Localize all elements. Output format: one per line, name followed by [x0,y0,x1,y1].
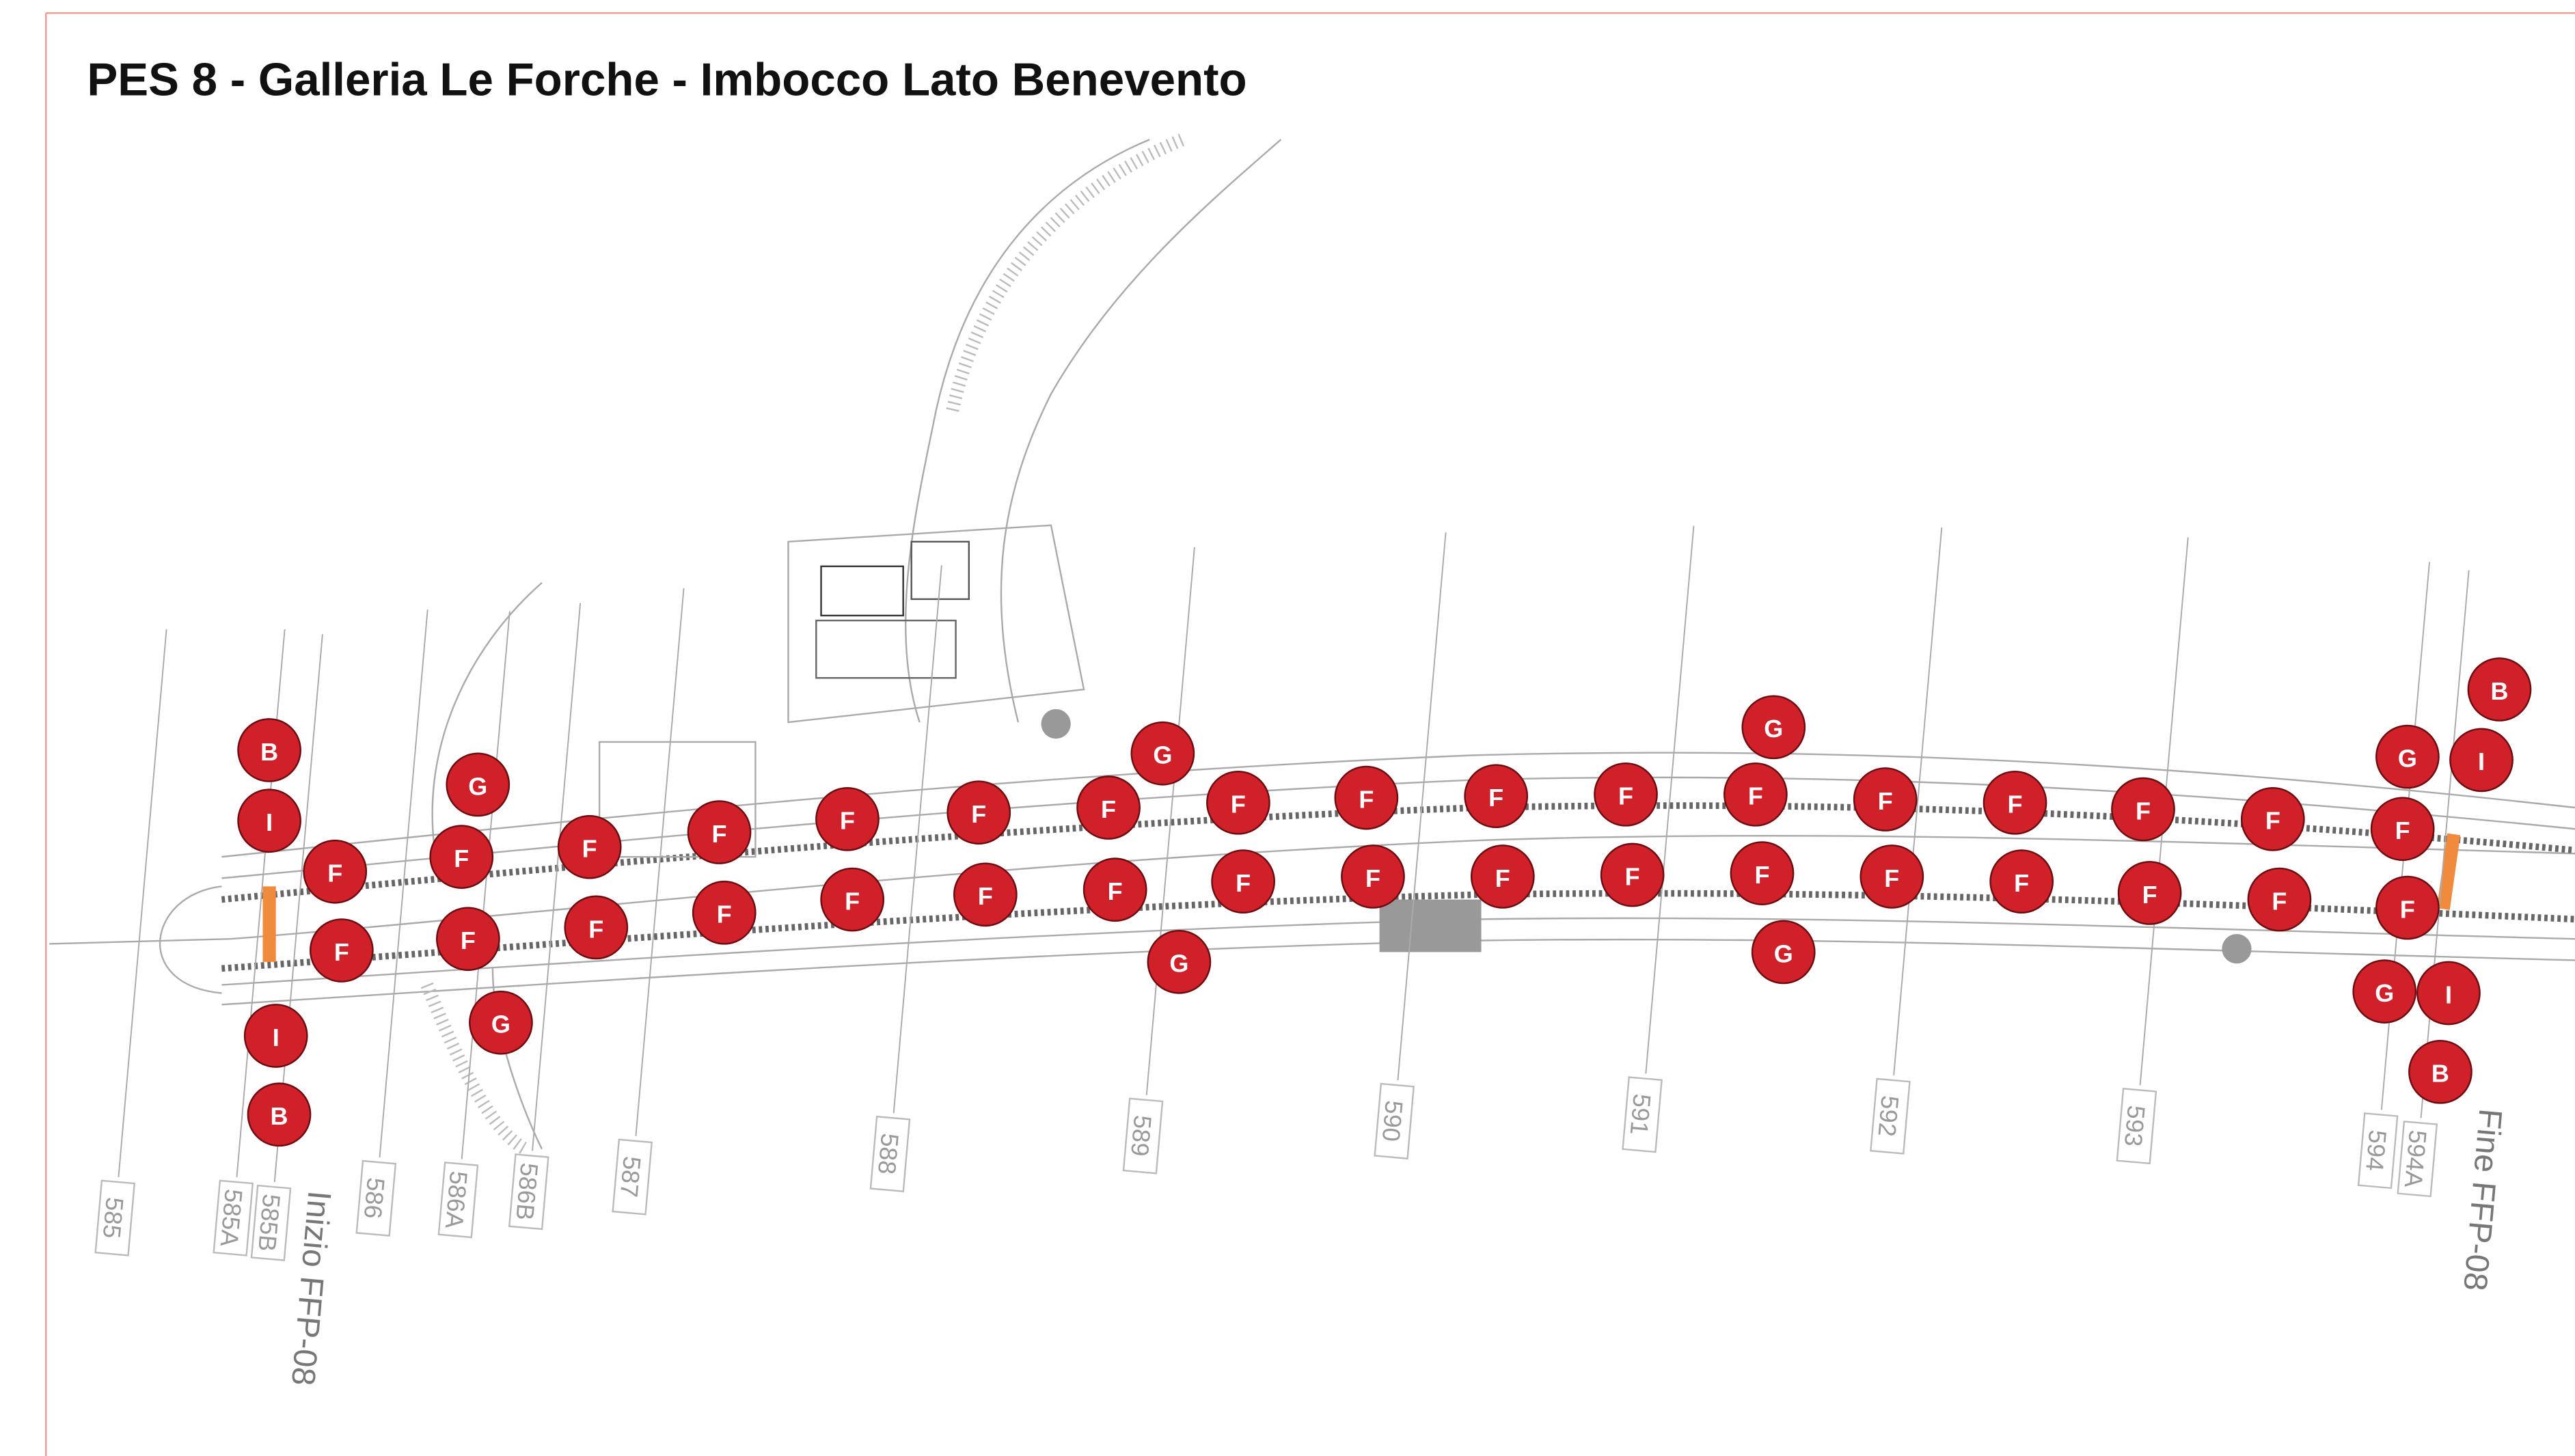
section-label: 585B [253,1193,286,1252]
marker-label: F [2142,881,2157,909]
marker-label: F [2014,869,2029,897]
tunnel-limit [262,886,275,962]
marker-label: F [327,860,342,888]
marker-label: F [1236,869,1251,897]
marker-label: F [2395,816,2410,844]
marker-label: F [334,938,349,966]
marker-label: I [266,808,273,836]
section: 591 [1623,525,1711,1152]
section-label: 589 [1126,1114,1157,1157]
marker-label: F [1108,877,1123,905]
section-label: 586 [359,1177,390,1220]
marker-label: B [271,1102,288,1130]
equipment [1041,709,1071,739]
marker-label: F [1231,791,1246,819]
end-label: Fine FFP-08 [2456,1108,2508,1293]
section-label: 585A [215,1188,248,1248]
marker-label: F [1884,864,1899,892]
section-label: 593 [2119,1104,2151,1147]
section-line [532,603,580,1151]
drawing: PES 8 - Galleria Le Forche - Imbocco Lat… [0,0,2575,1456]
section-line [894,565,942,1113]
marker-label: G [2375,979,2394,1007]
access-road [1001,139,1281,722]
section: 588 [871,564,958,1191]
marker-label: G [1764,715,1783,743]
section-label: 585 [98,1196,129,1239]
section-label: 588 [873,1132,904,1175]
marker-label: F [1878,787,1893,815]
access-road [905,139,1149,722]
road-plan [49,139,2575,1149]
marker-label: F [2265,807,2280,835]
section: 587 [613,587,700,1214]
section-label: 594A [2399,1129,2432,1188]
section-label: 591 [1625,1093,1657,1136]
section: 592 [1870,526,1958,1153]
marker-label: G [1153,741,1172,769]
marker-label: F [840,807,855,835]
marker-label: F [1101,795,1116,823]
marker-label: G [2398,744,2417,772]
section-label: 592 [1872,1095,1904,1138]
marker-label: G [1774,939,1793,967]
equipment [2222,934,2251,963]
building [821,566,903,616]
marker-label: F [1625,862,1640,890]
marker-label: F [2272,887,2287,915]
marker-label: G [491,1011,510,1039]
marker-label: F [1488,784,1503,812]
marker-label: F [1618,782,1633,810]
marker-label: F [1748,782,1763,810]
marker-label: I [2478,747,2485,775]
marker-label: B [260,738,278,766]
marker-label: F [2136,797,2151,825]
marker-label: G [1169,950,1188,978]
marker-label: F [2400,895,2415,923]
section-label: 586B [510,1162,543,1221]
section: 593 [2117,536,2205,1163]
marker-label: F [454,844,469,873]
marker-label: F [712,820,727,848]
marker-label: F [1754,861,1769,889]
section-line [1398,532,1445,1080]
marker-label: F [1365,864,1380,892]
equipment [1380,900,1482,952]
marker-label: F [461,926,476,954]
marker-label: I [273,1024,280,1052]
marker-label: I [2445,980,2452,1008]
marker-label: F [845,887,860,915]
section-label: 587 [615,1155,646,1198]
marker-label: B [2431,1060,2449,1088]
section-label: 586A [440,1170,473,1229]
marker-label: F [582,835,597,863]
slope-hatch [953,139,1182,410]
marker-label: F [1495,864,1510,892]
marker-label: F [1359,786,1374,814]
marker-label: F [588,915,603,943]
marker-label: F [978,882,993,910]
section-label: 590 [1377,1099,1408,1142]
marker-label: B [2490,677,2508,705]
marker-label: G [468,772,487,800]
start-label: Inizio FFP-08 [284,1190,338,1387]
section-line [118,629,166,1177]
building [912,542,969,599]
marker-label: F [717,901,732,929]
marker-label: F [971,800,986,828]
section-label: 594 [2360,1129,2392,1172]
title: PES 8 - Galleria Le Forche - Imbocco Lat… [87,54,1246,105]
marker-label: F [2008,791,2023,819]
